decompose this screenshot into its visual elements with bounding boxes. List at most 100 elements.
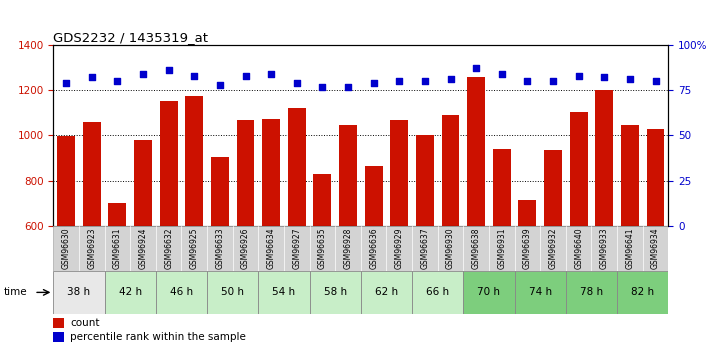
Point — [368, 80, 380, 86]
Bar — [493, 149, 510, 345]
Bar — [595, 90, 614, 345]
Text: GSM96637: GSM96637 — [420, 228, 429, 269]
Text: GSM96635: GSM96635 — [318, 228, 327, 269]
Text: 78 h: 78 h — [580, 287, 603, 297]
Point — [316, 84, 328, 89]
Text: 38 h: 38 h — [68, 287, 90, 297]
Text: count: count — [70, 318, 100, 328]
Text: 74 h: 74 h — [529, 287, 552, 297]
Text: 82 h: 82 h — [631, 287, 654, 297]
Bar — [211, 157, 229, 345]
Bar — [134, 140, 152, 345]
Point — [394, 78, 405, 84]
Bar — [53, 332, 64, 342]
Bar — [412, 271, 464, 314]
Text: 50 h: 50 h — [221, 287, 244, 297]
Text: GSM96640: GSM96640 — [574, 228, 583, 269]
Bar — [288, 108, 306, 345]
Text: GSM96929: GSM96929 — [395, 228, 404, 269]
Bar — [646, 129, 665, 345]
Point — [445, 77, 456, 82]
Bar — [57, 136, 75, 345]
Bar — [365, 166, 383, 345]
Bar — [566, 271, 617, 314]
Text: GSM96631: GSM96631 — [113, 228, 122, 269]
Text: GSM96639: GSM96639 — [523, 228, 532, 269]
Text: time: time — [4, 287, 27, 297]
Bar — [262, 119, 280, 345]
Bar — [53, 271, 105, 314]
Point — [573, 73, 584, 78]
Point — [522, 78, 533, 84]
Text: GSM96638: GSM96638 — [471, 228, 481, 269]
Point — [496, 71, 508, 77]
Bar — [467, 77, 485, 345]
Bar — [442, 115, 459, 345]
Text: 46 h: 46 h — [170, 287, 193, 297]
Text: GSM96641: GSM96641 — [626, 228, 634, 269]
Point — [342, 84, 353, 89]
Bar — [156, 271, 207, 314]
Text: GSM96634: GSM96634 — [267, 228, 276, 269]
Text: GSM96925: GSM96925 — [190, 228, 199, 269]
Point — [214, 82, 225, 87]
Text: GSM96926: GSM96926 — [241, 228, 250, 269]
Text: GSM96923: GSM96923 — [87, 228, 96, 269]
Point — [547, 78, 559, 84]
Bar — [360, 271, 412, 314]
Text: 58 h: 58 h — [324, 287, 347, 297]
Text: GSM96932: GSM96932 — [548, 228, 557, 269]
Point — [188, 73, 200, 78]
Bar — [108, 203, 127, 345]
Text: 70 h: 70 h — [478, 287, 501, 297]
Text: GSM96630: GSM96630 — [62, 228, 70, 269]
Text: GSM96636: GSM96636 — [369, 228, 378, 269]
Text: 42 h: 42 h — [119, 287, 141, 297]
Bar — [416, 135, 434, 345]
Point — [650, 78, 661, 84]
Bar — [82, 122, 101, 345]
Bar — [237, 120, 255, 345]
Text: 66 h: 66 h — [426, 287, 449, 297]
Bar — [314, 174, 331, 345]
Bar — [186, 96, 203, 345]
Bar — [207, 271, 258, 314]
Text: GSM96931: GSM96931 — [497, 228, 506, 269]
Point — [599, 75, 610, 80]
Bar — [105, 271, 156, 314]
Point — [419, 78, 431, 84]
Text: GSM96933: GSM96933 — [600, 228, 609, 269]
Point — [163, 67, 174, 73]
Bar — [570, 112, 587, 345]
Point — [624, 77, 636, 82]
Bar — [621, 125, 639, 345]
Text: GSM96934: GSM96934 — [651, 228, 660, 269]
Point — [137, 71, 149, 77]
Point — [86, 75, 97, 80]
Text: 54 h: 54 h — [272, 287, 296, 297]
Text: GSM96633: GSM96633 — [215, 228, 225, 269]
Text: GSM96928: GSM96928 — [343, 228, 353, 269]
Bar — [518, 200, 536, 345]
Text: 62 h: 62 h — [375, 287, 398, 297]
Bar — [53, 318, 64, 328]
Text: GSM96930: GSM96930 — [446, 228, 455, 269]
Point — [291, 80, 302, 86]
Bar — [390, 120, 408, 345]
Bar — [258, 271, 309, 314]
Bar — [544, 150, 562, 345]
Bar — [309, 271, 360, 314]
Bar — [160, 101, 178, 345]
Point — [60, 80, 72, 86]
Point — [471, 66, 482, 71]
Point — [240, 73, 251, 78]
Text: GSM96927: GSM96927 — [292, 228, 301, 269]
Point — [112, 78, 123, 84]
Bar — [464, 271, 515, 314]
Text: percentile rank within the sample: percentile rank within the sample — [70, 332, 246, 342]
Bar — [515, 271, 566, 314]
Point — [265, 71, 277, 77]
Text: GSM96924: GSM96924 — [139, 228, 147, 269]
Text: GSM96632: GSM96632 — [164, 228, 173, 269]
Text: GDS2232 / 1435319_at: GDS2232 / 1435319_at — [53, 31, 208, 44]
